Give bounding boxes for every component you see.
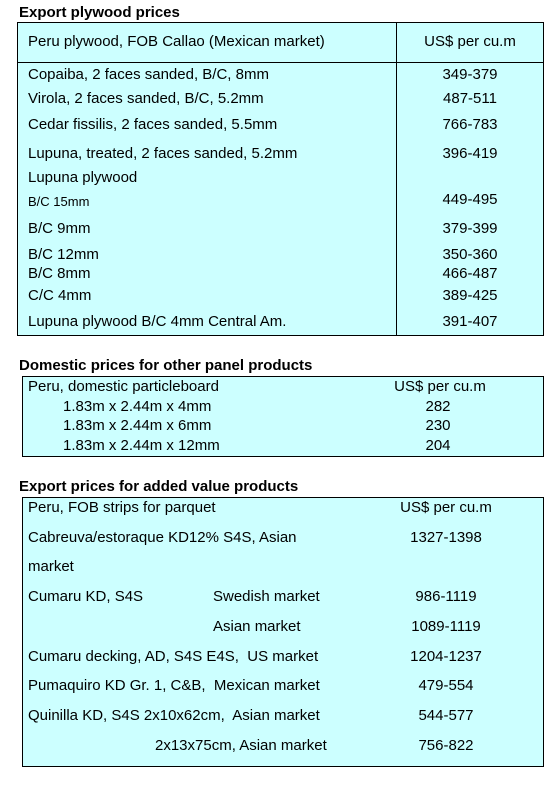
row-label: Lupuna, treated, 2 faces sanded, 5.2mm	[28, 145, 298, 162]
row-price: 1204-1237	[410, 648, 482, 665]
row-price: 389-425	[442, 287, 498, 304]
row-label: market	[28, 558, 74, 575]
row-price: 230	[425, 417, 451, 434]
row-price: 396-419	[442, 145, 498, 162]
table-box	[17, 22, 544, 336]
section-title: Domestic prices for other panel products	[19, 357, 313, 374]
row-price: 204	[425, 437, 451, 454]
row-label: C/C 4mm	[28, 287, 92, 304]
row-label: Cedar fissilis, 2 faces sanded, 5.5mm	[28, 116, 278, 133]
row-label: Copaiba, 2 faces sanded, B/C, 8mm	[28, 66, 269, 83]
section-title: Export prices for added value products	[19, 478, 299, 495]
section-title: Export plywood prices	[19, 4, 180, 21]
header-cell: Peru, domestic particleboard	[28, 378, 219, 395]
header-cell: US$ per cu.m	[394, 378, 486, 395]
row-label: 1.83m x 2.44m x 4mm	[63, 398, 212, 415]
row-market: Asian market	[213, 618, 301, 635]
column-rule	[396, 22, 397, 336]
row-label: Cabreuva/estoraque KD12% S4S, Asian	[28, 529, 297, 546]
row-label: 1.83m x 2.44m x 6mm	[63, 417, 212, 434]
header-cell: US$ per cu.m	[424, 33, 516, 50]
row-market: Swedish market	[213, 588, 320, 605]
row-price: 466-487	[442, 265, 498, 282]
header-cell: Peru plywood, FOB Callao (Mexican market…	[28, 33, 325, 50]
table-box	[22, 497, 544, 767]
row-price: 379-399	[442, 220, 498, 237]
row-price: 487-511	[443, 90, 497, 107]
row-label: B/C 12mm	[28, 246, 99, 263]
row-price: 986-1119	[415, 588, 477, 605]
row-price: 756-822	[418, 737, 474, 754]
row-label: Cumaru decking, AD, S4S E4S, US market	[28, 648, 319, 665]
row-price: 350-360	[442, 246, 498, 263]
row-price: 1327-1398	[410, 529, 482, 546]
row-label: B/C 15mm	[28, 194, 90, 209]
row-label: Lupuna plywood B/C 4mm Central Am.	[28, 313, 287, 330]
row-price: 544-577	[418, 707, 474, 724]
row-price: 282	[425, 398, 451, 415]
row-price: 1089-1119	[411, 618, 481, 635]
row-price: 349-379	[442, 66, 498, 83]
header-rule	[17, 62, 544, 63]
row-price: 449-495	[442, 191, 498, 208]
header-cell: US$ per cu.m	[400, 499, 492, 516]
row-label: Cumaru KD, S4S	[28, 588, 144, 605]
row-label: Virola, 2 faces sanded, B/C, 5.2mm	[28, 90, 264, 107]
table-box	[22, 376, 544, 457]
row-label: B/C 9mm	[28, 220, 91, 237]
header-cell: Peru, FOB strips for parquet	[28, 499, 216, 516]
row-label: B/C 8mm	[28, 265, 91, 282]
row-label: Lupuna plywood	[28, 169, 138, 186]
row-price: 479-554	[418, 677, 474, 694]
row-label: 1.83m x 2.44m x 12mm	[63, 437, 220, 454]
row-market: 2x13x75cm, Asian market	[155, 737, 327, 754]
row-price: 391-407	[442, 313, 498, 330]
row-price: 766-783	[442, 116, 498, 133]
row-label: Pumaquiro KD Gr. 1, C&B, Mexican market	[28, 677, 320, 694]
row-label: Quinilla KD, S4S 2x10x62cm, Asian market	[28, 707, 320, 724]
